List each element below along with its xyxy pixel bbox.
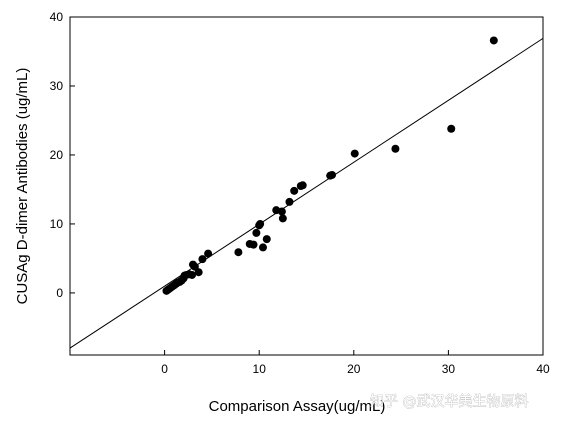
y-axis-ticks: 0 10 20 30 40 — [50, 10, 75, 300]
data-point — [278, 214, 287, 223]
y-tick-label: 30 — [50, 79, 64, 93]
data-point — [234, 248, 243, 257]
watermark: 知乎 @武汉华美生物原料 — [370, 393, 528, 410]
data-point — [391, 144, 400, 153]
y-axis-title: CUSAg D-dimer Antibodies (ug/mL) — [14, 68, 31, 305]
y-tick-label: 0 — [56, 286, 63, 300]
regression-line — [69, 37, 544, 349]
y-tick-label: 10 — [50, 217, 64, 231]
data-point — [328, 170, 337, 179]
data-points — [162, 36, 498, 295]
data-point — [198, 255, 207, 264]
data-point — [290, 186, 299, 195]
data-point — [447, 124, 456, 133]
data-point — [249, 240, 258, 249]
x-tick-label: 20 — [347, 362, 361, 376]
x-axis-title: Comparison Assay(ug/mL) — [209, 398, 386, 415]
x-tick-label: 0 — [161, 362, 168, 376]
data-point — [285, 197, 294, 206]
x-tick-label: 30 — [442, 362, 456, 376]
data-point — [188, 270, 197, 279]
x-axis-ticks: 0 10 20 30 40 — [161, 350, 550, 376]
data-point — [194, 268, 203, 277]
data-point — [262, 235, 271, 244]
data-point — [258, 243, 267, 252]
x-tick-label: 40 — [536, 362, 550, 376]
data-point — [252, 228, 261, 237]
data-point — [489, 36, 498, 45]
data-point — [298, 181, 307, 190]
data-point — [350, 149, 359, 158]
y-tick-label: 40 — [50, 10, 64, 24]
fit-line-group — [69, 37, 544, 349]
data-point — [277, 207, 286, 216]
y-tick-label: 20 — [50, 148, 64, 162]
x-tick-label: 10 — [253, 362, 267, 376]
data-point — [204, 249, 213, 258]
plot-area-frame — [69, 16, 544, 356]
data-point — [256, 219, 265, 228]
